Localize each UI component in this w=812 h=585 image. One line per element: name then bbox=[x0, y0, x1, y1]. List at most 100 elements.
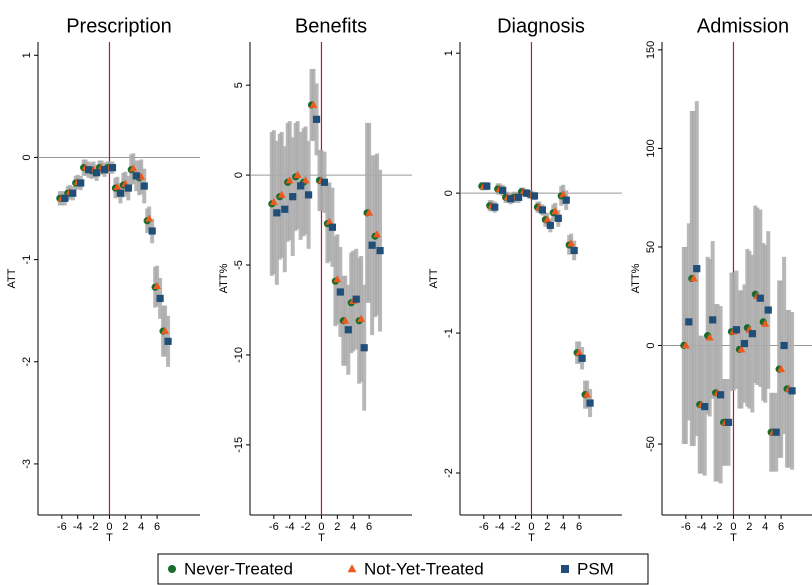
y-tick-label: -10 bbox=[233, 347, 245, 363]
legend-label: Not-Yet-Treated bbox=[364, 559, 484, 578]
marker bbox=[514, 193, 523, 201]
x-tick-label: 2 bbox=[122, 521, 128, 533]
marker bbox=[777, 364, 786, 373]
panel-title: Admission bbox=[697, 15, 789, 37]
marker bbox=[325, 217, 334, 225]
x-tick-label: 2 bbox=[746, 521, 752, 533]
y-tick-label: 1 bbox=[443, 50, 455, 56]
legend-label: Never-Treated bbox=[184, 559, 293, 578]
x-tick-label: 6 bbox=[154, 521, 160, 533]
y-tick-label: -1 bbox=[21, 255, 33, 265]
marker bbox=[309, 100, 318, 108]
marker bbox=[578, 354, 586, 362]
marker bbox=[716, 391, 725, 399]
marker bbox=[709, 316, 717, 324]
legend-marker bbox=[347, 564, 357, 573]
marker bbox=[562, 196, 570, 204]
marker bbox=[764, 306, 772, 314]
marker bbox=[124, 184, 132, 192]
x-tick-label: 2 bbox=[544, 521, 550, 533]
x-tick-label: 0 bbox=[318, 521, 324, 533]
marker bbox=[140, 182, 148, 190]
y-tick-label: 150 bbox=[645, 41, 657, 59]
marker bbox=[281, 205, 289, 213]
marker bbox=[681, 341, 690, 349]
y-tick-label: -2 bbox=[21, 357, 33, 367]
y-tick-label: 100 bbox=[645, 139, 657, 157]
y-tick-label: 0 bbox=[233, 172, 245, 178]
marker bbox=[740, 339, 749, 348]
marker bbox=[161, 326, 170, 334]
x-tick-label: 6 bbox=[778, 521, 784, 533]
x-tick-label: -6 bbox=[681, 521, 691, 533]
y-tick-label: -5 bbox=[233, 260, 245, 270]
marker bbox=[277, 190, 286, 198]
marker bbox=[530, 192, 539, 200]
marker bbox=[737, 345, 746, 353]
x-tick-label: 6 bbox=[366, 521, 372, 533]
panel-title: Diagnosis bbox=[497, 15, 585, 37]
x-tick-label: -4 bbox=[495, 521, 505, 533]
y-tick-label: 50 bbox=[645, 241, 657, 253]
marker bbox=[546, 221, 554, 229]
legend-marker bbox=[168, 565, 176, 573]
x-tick-label: -4 bbox=[73, 521, 83, 533]
marker bbox=[701, 403, 709, 411]
marker bbox=[732, 326, 741, 334]
marker bbox=[285, 176, 294, 184]
marker bbox=[551, 207, 560, 215]
marker bbox=[129, 164, 138, 172]
marker bbox=[108, 164, 117, 172]
x-tick-label: 0 bbox=[528, 521, 534, 533]
x-tick-label: 2 bbox=[334, 521, 340, 533]
x-tick-label: 0 bbox=[106, 521, 112, 533]
marker bbox=[756, 294, 764, 302]
marker bbox=[100, 166, 109, 174]
marker bbox=[336, 288, 344, 296]
y-axis-label: ATT bbox=[6, 268, 18, 288]
marker bbox=[341, 316, 350, 324]
marker bbox=[61, 194, 69, 202]
y-axis-label: ATT% bbox=[630, 263, 642, 293]
marker bbox=[772, 428, 780, 436]
y-tick-label: -1 bbox=[443, 328, 455, 338]
x-tick-label: 4 bbox=[762, 521, 768, 533]
marker bbox=[788, 387, 796, 395]
marker bbox=[360, 344, 368, 352]
legend-label: PSM bbox=[577, 559, 614, 578]
x-tick-label: 0 bbox=[730, 521, 736, 533]
marker bbox=[693, 265, 701, 273]
marker bbox=[92, 169, 101, 177]
marker bbox=[575, 348, 584, 356]
marker bbox=[269, 197, 278, 205]
x-tick-label: -2 bbox=[301, 521, 311, 533]
x-tick-label: 6 bbox=[576, 521, 582, 533]
marker bbox=[297, 182, 305, 190]
marker bbox=[113, 182, 122, 190]
marker bbox=[293, 170, 302, 178]
x-axis-label: T bbox=[528, 532, 535, 544]
x-axis-label: T bbox=[318, 532, 325, 544]
marker bbox=[352, 295, 360, 303]
marker bbox=[164, 337, 172, 345]
marker bbox=[132, 172, 140, 180]
x-tick-label: -4 bbox=[697, 521, 707, 533]
marker bbox=[483, 182, 491, 190]
panel-title: Prescription bbox=[66, 15, 172, 37]
marker bbox=[301, 176, 310, 184]
marker bbox=[559, 190, 568, 198]
y-tick-label: -3 bbox=[21, 459, 33, 469]
marker bbox=[376, 247, 384, 255]
y-axis-label: ATT bbox=[428, 268, 440, 288]
marker bbox=[567, 239, 576, 247]
marker bbox=[499, 186, 507, 194]
marker bbox=[543, 215, 552, 223]
marker bbox=[77, 179, 85, 187]
x-tick-label: -6 bbox=[269, 521, 279, 533]
y-tick-label: 1 bbox=[21, 52, 33, 58]
marker bbox=[705, 333, 714, 341]
marker bbox=[554, 214, 562, 222]
marker bbox=[312, 115, 321, 123]
marker bbox=[583, 390, 592, 398]
